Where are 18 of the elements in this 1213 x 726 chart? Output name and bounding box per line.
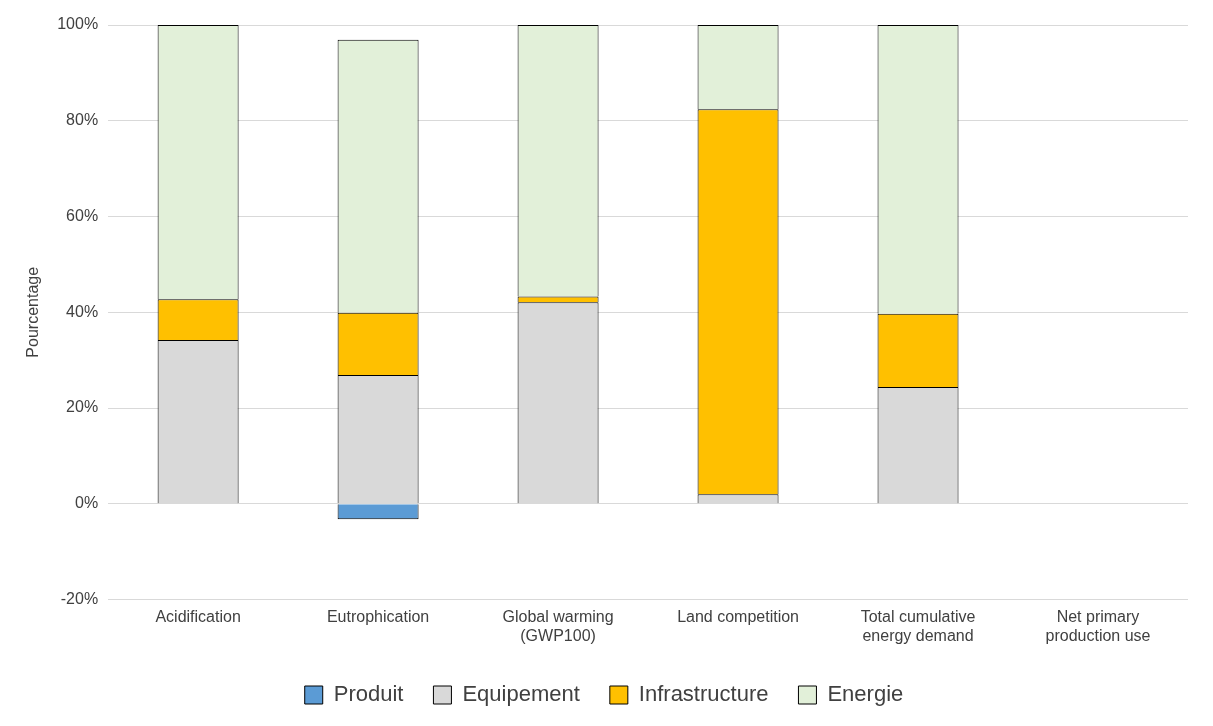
y-tick-label: 80%: [66, 111, 99, 129]
x-tick-label: Land competition: [677, 607, 799, 625]
x-tick-label: Net primary production use: [1045, 607, 1151, 644]
x-tick-label: Total cumulative energy demand: [860, 607, 976, 644]
y-tick-label: 20%: [66, 398, 99, 416]
y-axis-title: Pourcentage: [24, 266, 42, 358]
y-tick-label: 60%: [66, 206, 99, 224]
y-tick-label: 40%: [66, 302, 99, 320]
y-tick-label: 0%: [75, 494, 99, 512]
legend-label: Energie: [827, 681, 904, 707]
x-tick-label: Acidification: [155, 607, 241, 625]
y-tick-label: 100%: [57, 15, 99, 33]
legend-label: Infrastructure: [638, 681, 769, 707]
x-tick-label: Eutrophication: [326, 607, 430, 625]
x-tick-label: Global warming (GWP100): [502, 607, 614, 644]
y-tick-label: -20%: [60, 590, 99, 608]
legend-label: Produit: [333, 681, 404, 707]
legend-label: Equipement: [462, 681, 580, 707]
